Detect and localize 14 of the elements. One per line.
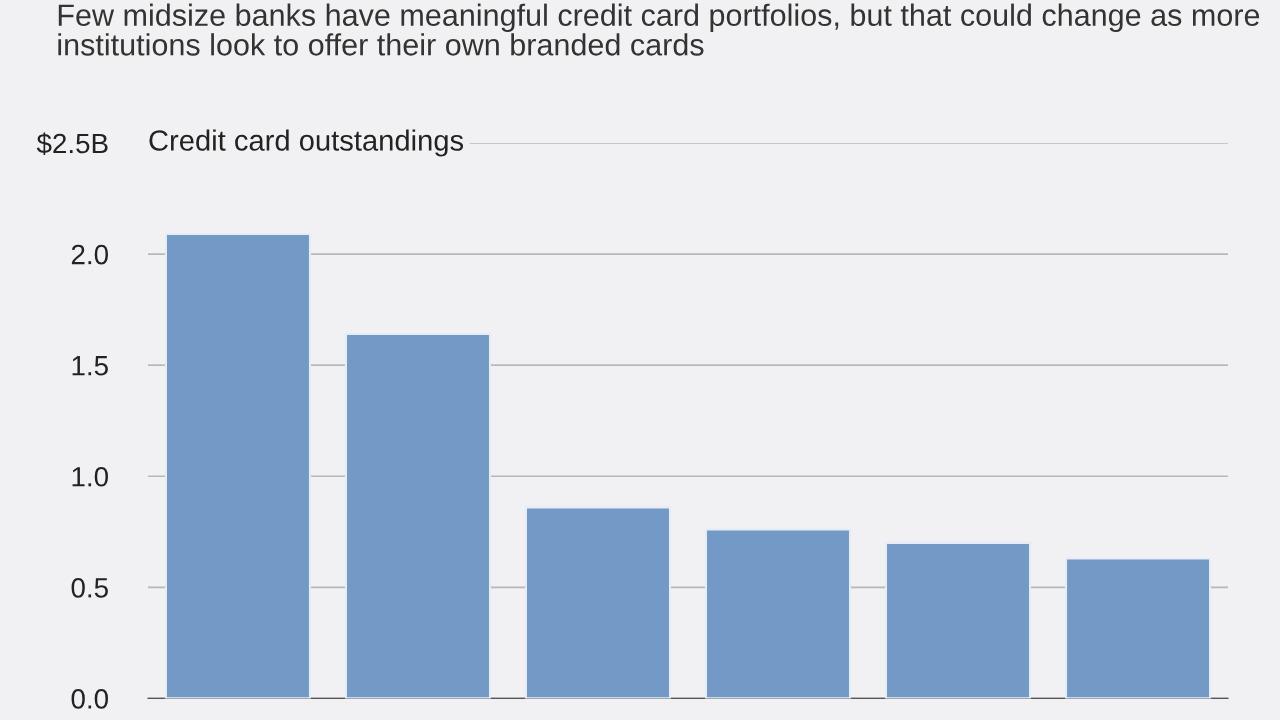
bar	[884, 541, 1032, 699]
y-axis-title: Credit card outstandings	[149, 129, 464, 157]
y-tick-label: 0.0	[71, 689, 108, 709]
bar	[344, 333, 492, 699]
bar	[1064, 557, 1212, 699]
bar	[164, 233, 312, 699]
bar	[704, 528, 852, 699]
y-tick-label: 2.0	[71, 244, 108, 265]
y-tick-label: 0.5	[71, 577, 108, 598]
y-tick-label: 1.5	[72, 356, 108, 376]
bar	[524, 506, 672, 699]
y-tick-label: 1.0	[72, 466, 108, 487]
chart-title: Few midsize banks have meaningful credit card portfolios, but that could change as more institutions look to offer their own branded cards	[58, 3, 1260, 56]
y-tick-label: $2.5B	[36, 132, 108, 155]
